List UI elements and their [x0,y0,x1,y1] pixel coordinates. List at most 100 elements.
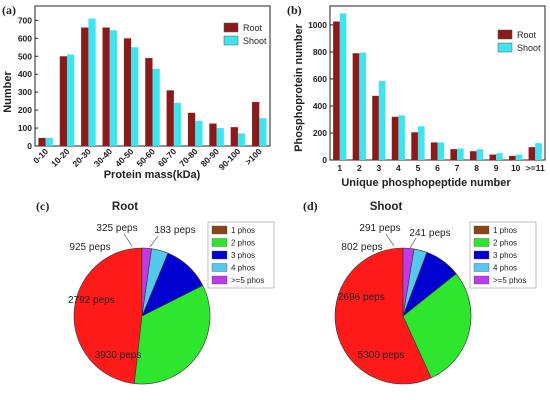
bar-shoot-7 [195,120,203,146]
y-tick-label: 1000 [308,20,327,30]
panel-c-legend: 1 phos 2 phos 3 phos 4 phos >=5 phos [207,221,275,289]
x-tick-label: 4 [396,163,401,173]
bar-root-10 [252,102,260,146]
pie-slice-1 [402,273,472,379]
pie-slice-4 [141,247,152,317]
x-tick-label: 40-50 [113,146,136,169]
bar-shoot-5 [437,142,445,160]
pie-legend-label-4: >=5 phos [231,276,264,285]
legend-swatch-root [497,29,513,40]
legend-label-shoot: Shoot [243,36,267,46]
y-tick-label: 400 [313,101,327,111]
bar-root-5 [430,142,438,160]
x-tick-label: 90-100 [217,146,243,172]
pie-legend-swatch-1 [211,238,228,247]
bar-shoot-9 [515,154,523,160]
slice-label-leader-3 [385,233,395,247]
pie-legend-label-1: 2 phos [493,239,517,248]
bar-shoot-1 [67,54,75,146]
bar-root-7 [469,151,477,160]
pie-legend-swatch-0 [473,225,490,235]
pie-legend-label-0: 1 phos [493,226,517,235]
y-tick-label: 0 [322,155,327,165]
y-tick-label: 300 [18,87,32,97]
panel-label-c: (c) [36,199,49,213]
legend-swatch-shoot [497,42,513,53]
panel-b-y-axis-title: Phosphoprotein number [293,23,305,151]
x-tick-label: 2 [357,163,362,173]
bar-root-10 [528,147,536,160]
panel-b-plot-area: 0 200 400 600 800 1000 1 2 3 4 5 6 7 8 9 10 >=11 [308,5,546,173]
x-tick-label: 3 [376,163,381,173]
panel-label-a: (a) [2,3,16,17]
x-tick-label: 20-30 [70,146,93,169]
panel-d-legend: 1 phos 2 phos 3 phos 4 phos >=5 phos [469,221,537,289]
bar-shoot-0 [45,137,53,146]
pie-legend-swatch-3 [211,263,228,272]
bar-root-4 [411,132,418,160]
pie-legend-swatch-2 [473,250,490,260]
pie-legend-label-0: 1 phos [231,226,255,235]
pie-legend-label-1: 2 phos [231,239,255,248]
bar-shoot-2 [378,80,386,160]
legend-label-shoot: Shoot [517,43,541,53]
x-tick-label: 70-80 [177,146,200,169]
bar-root-8 [209,123,217,146]
bar-shoot-3 [109,30,118,146]
bar-shoot-10 [259,118,267,146]
slice-label-leader-4 [149,235,159,248]
pie-slice-0 [334,247,432,385]
bar-shoot-2 [88,18,96,146]
y-tick-label: 200 [18,105,32,115]
panel-c-pie-title: Root [112,201,138,213]
pie-legend-label-2: 3 phos [231,251,255,260]
x-tick-label: 6 [435,163,440,173]
x-tick-label: 10 [511,163,521,173]
bar-shoot-0 [339,13,347,160]
x-tick-label: 50-60 [134,146,157,169]
bar-root-0 [38,137,46,146]
legend-label-root: Root [517,30,537,40]
panel-a-y-axis-title: Number [2,71,14,113]
panel-a-x-axis-title: Protein mass(kDa) [104,169,201,181]
pie-legend-label-3: 4 phos [231,264,255,273]
bar-shoot-1 [359,52,366,160]
pie-legend-label-3: 4 phos [493,264,517,273]
pie-legend-swatch-0 [211,225,228,235]
bar-shoot-8 [216,128,224,146]
bar-shoot-6 [173,102,182,146]
y-tick-label: 500 [18,51,32,61]
slice-label-0: 5300 peps [358,350,405,361]
x-tick-label: 0-10 [31,146,50,165]
panel-a-legend: Root Shoot [223,22,267,46]
bar-root-1 [59,56,68,146]
panel-c-pie: 3930 peps 2792 peps 925 peps 325 peps 183 pe… [68,223,211,385]
x-tick-label: 30-40 [92,146,115,169]
x-tick-label: >100 [243,146,264,167]
x-tick-label: 8 [474,163,479,173]
bar-root-4 [123,38,132,146]
panel-b-bar-chart: (b) Phosphoprotein number Unique phospho… [287,3,546,189]
legend-swatch-shoot [223,35,239,46]
y-tick-label: 100 [18,123,32,133]
bar-root-7 [187,112,196,146]
y-tick-label: 700 [18,15,32,25]
slice-label-2: 802 peps [341,242,382,253]
bar-shoot-6 [457,148,464,160]
slice-label-leader-4 [409,237,417,249]
y-tick-label: 600 [313,74,327,84]
panel-label-b: (b) [287,3,302,17]
pie-legend-label-4: >=5 phos [493,276,526,285]
x-tick-label: 7 [455,163,460,173]
slice-label-3: 325 peps [96,223,137,234]
x-tick-label: 9 [494,163,499,173]
x-tick-label: 1 [337,163,342,173]
bar-root-3 [102,27,110,147]
bar-root-6 [450,149,458,160]
bar-shoot-7 [476,149,484,160]
bar-shoot-3 [398,115,406,160]
pie-legend-swatch-1 [473,238,490,247]
bar-root-0 [333,21,340,160]
panel-d-pie-title: Shoot [370,201,403,213]
